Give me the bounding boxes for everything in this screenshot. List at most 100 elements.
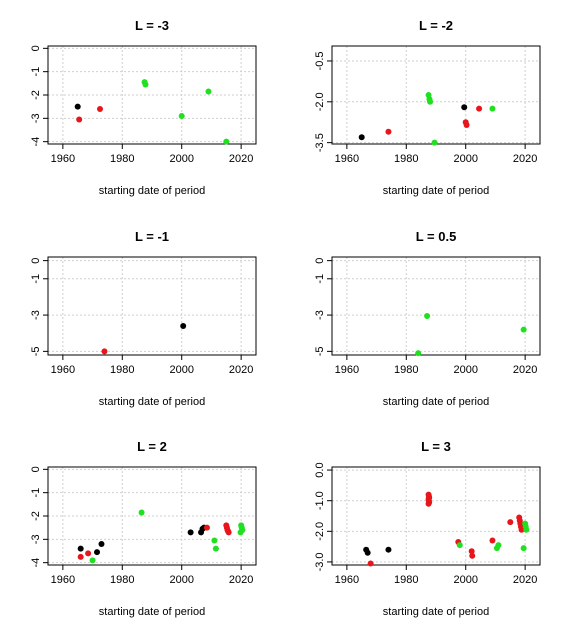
data-point-red <box>518 526 525 533</box>
y-tick-label: 0 <box>30 258 42 264</box>
x-tick-label: 1980 <box>110 574 134 586</box>
x-tick-label: 2020 <box>513 153 537 165</box>
data-point-red <box>225 529 232 536</box>
data-point-green <box>178 113 185 119</box>
x-tick-label: 2000 <box>453 153 477 165</box>
y-tick-label: -3.0 <box>314 552 326 571</box>
plot-frame <box>331 466 541 566</box>
x-axis-label: starting date of period <box>99 396 205 408</box>
x-axis-label: starting date of period <box>383 185 489 197</box>
y-tick-label: 0 <box>314 258 326 264</box>
data-point-black <box>358 134 365 141</box>
y-tick-label: -1 <box>30 488 42 498</box>
x-axis-label: starting date of period <box>383 606 489 618</box>
data-point-black <box>98 541 105 547</box>
data-point-green <box>523 526 530 533</box>
data-point-green <box>142 81 149 88</box>
x-axis-label: starting date of period <box>99 185 205 197</box>
x-tick-label: 2000 <box>453 364 477 376</box>
plot-frame <box>331 256 541 356</box>
chart-title: L = 0.5 <box>416 229 457 244</box>
chart-panel-1: L = -3 1960 1980 2000 2020 0 -1 -2 -3 -4 starting … <box>30 18 257 197</box>
data-point-green <box>424 312 431 319</box>
data-point-green <box>456 542 463 549</box>
data-point-red <box>77 553 84 560</box>
data-point-green <box>520 326 527 333</box>
y-tick-label: -1.0 <box>314 491 326 510</box>
data-point-red <box>468 548 475 555</box>
x-tick-label: 2000 <box>169 574 193 586</box>
data-point-red <box>203 524 210 531</box>
x-tick-label: 2020 <box>513 574 537 586</box>
chart-panel-2: L = -2 1960 1980 2000 2020 -0.5 -2.0 -3.5 starti… <box>314 18 541 197</box>
data-point-red <box>367 560 374 567</box>
data-point-green <box>431 139 438 146</box>
data-point-green <box>89 557 96 564</box>
y-tick-label: 0 <box>30 45 42 51</box>
data-point-red <box>97 106 103 112</box>
data-point-red <box>507 519 514 526</box>
data-point-green <box>427 98 434 105</box>
x-tick-label: 1980 <box>110 364 134 376</box>
data-point-red <box>385 128 392 135</box>
y-tick-label: -2.0 <box>314 92 326 111</box>
plot-frame <box>47 256 257 356</box>
data-point-black <box>77 545 84 552</box>
data-point-green <box>212 545 219 552</box>
y-tick-label: -3 <box>30 534 42 544</box>
y-tick-label: -2 <box>30 90 42 100</box>
y-tick-label: -0.5 <box>314 51 326 70</box>
y-tick-label: -4 <box>30 558 42 568</box>
y-tick-label: 0 <box>30 466 42 472</box>
x-axis-label: starting date of period <box>99 606 205 618</box>
y-tick-label: -3.5 <box>314 133 326 152</box>
x-tick-label: 2000 <box>453 574 477 586</box>
data-point-green <box>520 545 527 552</box>
data-point-red <box>469 552 476 559</box>
y-tick-label: -1 <box>30 274 42 284</box>
data-point-green <box>205 88 212 95</box>
data-point-green <box>489 105 496 112</box>
y-tick-label: -3 <box>30 310 42 320</box>
chart-title: L = -2 <box>419 18 453 33</box>
data-point-green <box>138 509 145 516</box>
data-point-red <box>76 116 83 123</box>
data-point-red <box>425 500 432 507</box>
chart-panel-6: L = 3 1960 1980 2000 2020 0.0 -1.0 -2.0 -3.0 star… <box>314 439 541 618</box>
x-tick-label: 1960 <box>51 153 75 165</box>
data-point-black <box>364 549 371 556</box>
x-axis-label: starting date of period <box>383 396 489 408</box>
y-tick-label: 0.0 <box>314 462 326 477</box>
x-tick-label: 1980 <box>394 574 418 586</box>
chart-panel-4: L = 0.5 1960 1980 2000 2020 0 -1 -3 -5 starting d… <box>314 229 541 408</box>
chart-panel-5: L = 2 1960 1980 2000 2020 0 -1 -2 -3 -4 starting d… <box>30 439 257 618</box>
x-tick-label: 1980 <box>394 364 418 376</box>
chart-title: L = -3 <box>135 18 169 33</box>
data-point-black <box>385 546 392 553</box>
y-tick-label: -1 <box>30 67 42 77</box>
chart-panel-3: L = -1 1960 1980 2000 2020 0 -1 -3 -5 starting da… <box>30 229 257 408</box>
data-point-green <box>495 542 502 549</box>
y-tick-label: -4 <box>30 137 42 147</box>
y-tick-label: -5 <box>314 346 326 356</box>
x-tick-label: 2020 <box>229 574 253 586</box>
x-tick-label: 1960 <box>335 574 359 586</box>
x-tick-label: 1960 <box>335 153 359 165</box>
x-tick-label: 1980 <box>394 153 418 165</box>
y-tick-label: -3 <box>314 310 326 320</box>
data-point-green <box>223 138 230 145</box>
x-tick-label: 2000 <box>169 153 193 165</box>
data-point-red <box>85 550 92 557</box>
data-point-red <box>489 537 496 544</box>
x-tick-label: 1960 <box>335 364 359 376</box>
x-tick-label: 2020 <box>513 364 537 376</box>
data-point-black <box>461 104 468 111</box>
data-point-black <box>74 103 81 110</box>
x-tick-label: 2020 <box>229 153 253 165</box>
y-tick-label: -5 <box>30 346 42 356</box>
data-point-green <box>211 537 218 544</box>
x-tick-label: 1960 <box>51 364 75 376</box>
x-tick-label: 2020 <box>229 364 253 376</box>
y-tick-label: -3 <box>30 113 42 123</box>
